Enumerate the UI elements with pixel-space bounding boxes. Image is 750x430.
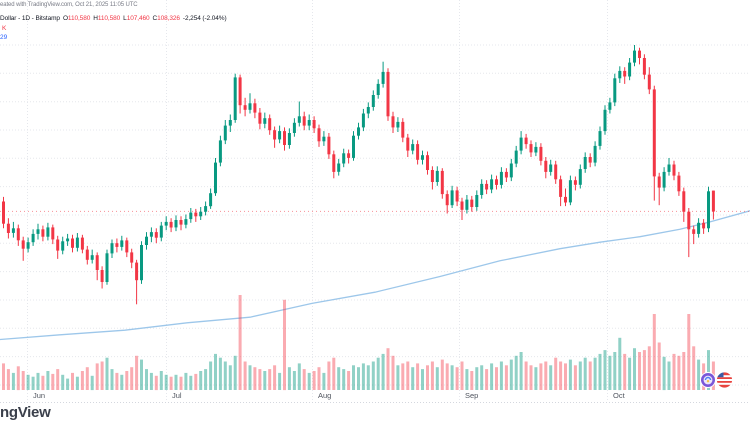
ohlc-low-label: L — [123, 15, 127, 22]
change-value: -2,254 (-2.04%) — [182, 15, 227, 22]
symbol-info-bar: Dollar - 1D - Bitstamp O110,580 H110,580 L1… — [0, 15, 227, 22]
ohlc-high-label: H — [93, 15, 98, 22]
svg-text:Jul: Jul — [172, 391, 182, 400]
instrument-icon-usd-flag — [715, 371, 734, 389]
instrument-icon-crypto — [700, 372, 716, 388]
ohlc-open-value: 110,580 — [67, 15, 91, 22]
instrument-pair-icons — [700, 371, 734, 389]
symbol-title: Dollar - 1D - Bitstamp — [0, 15, 60, 22]
svg-text:Oct: Oct — [613, 391, 626, 400]
ohlc-high-value: 110,580 — [97, 15, 121, 22]
ohlc-close-value: 108,326 — [157, 15, 180, 22]
tradingview-logo: ngView — [0, 404, 51, 421]
ohlc-low-value: 107,460 — [126, 15, 150, 22]
attribution-text: eated with TradingView.com, Oct 21, 2025… — [0, 2, 138, 8]
ohlc-close-label: C — [152, 15, 158, 22]
svg-text:Sep: Sep — [465, 391, 478, 400]
indicator-value-fragment-volume: K — [2, 25, 7, 32]
svg-text:Aug: Aug — [318, 391, 331, 400]
ohlc-open-label: O — [62, 15, 68, 22]
svg-text:Jun: Jun — [33, 391, 45, 400]
indicator-value-fragment-ma: 29 — [0, 34, 8, 41]
